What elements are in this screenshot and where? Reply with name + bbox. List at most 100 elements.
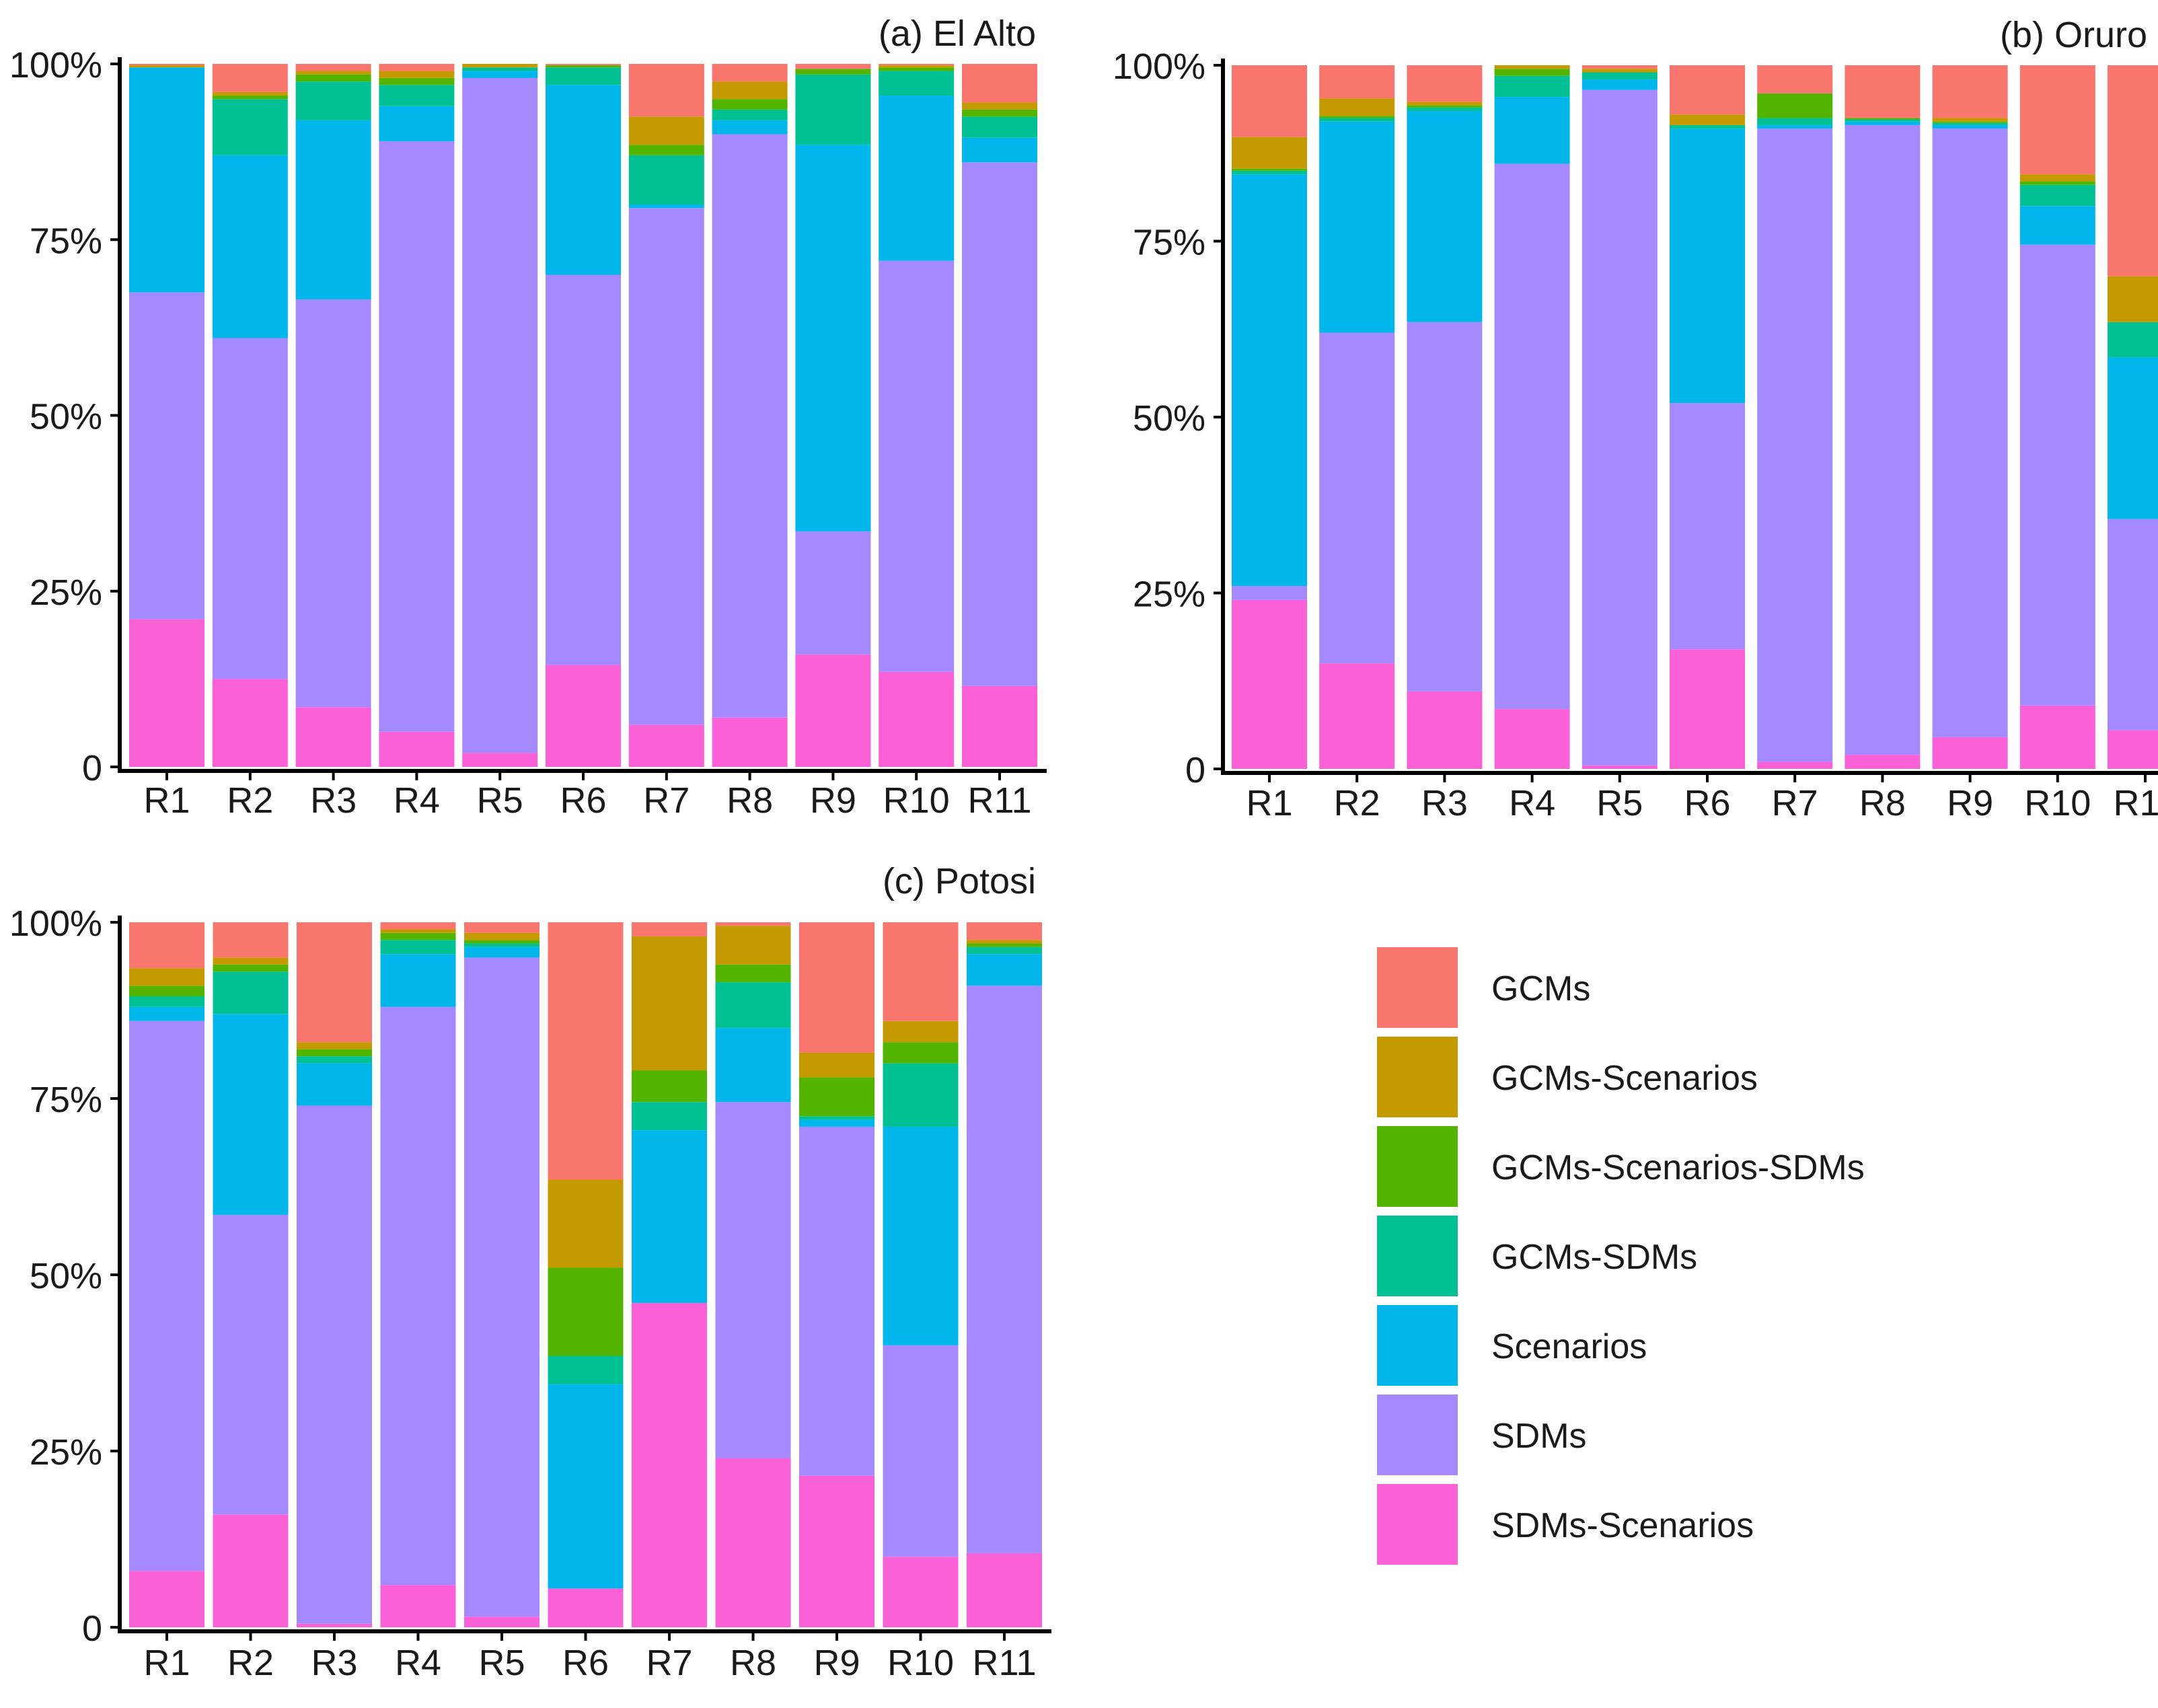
bar-segment-gcms-scenarios-sdms [213, 964, 289, 972]
bar-segment-scenarios [213, 1014, 289, 1215]
bar-r1 [129, 922, 204, 1627]
bar-segment-gcms-scenarios-sdms [1494, 69, 1570, 76]
bar-segment-sdms [380, 1006, 456, 1586]
bar-segment-gcms-sdms [129, 996, 204, 1007]
bar-segment-gcms-scenarios-sdms [1319, 116, 1395, 118]
bar-segment-gcms-sdms [2108, 322, 2158, 358]
bar-segment-sdms-scenarios [632, 1302, 707, 1627]
y-tick-label: 75% [30, 221, 102, 261]
bar-segment-gcms-sdms [297, 1056, 372, 1064]
bar-segment-sdms-scenarios [464, 1617, 540, 1627]
x-tick-label: R1 [143, 780, 190, 821]
bar-r2 [213, 922, 289, 1627]
bar-segment-scenarios [212, 155, 288, 338]
bar-segment-gcms [2019, 65, 2095, 175]
bar-segment-scenarios [795, 145, 871, 531]
legend-item-gcms: GCMs [1377, 947, 1590, 1028]
bar-segment-scenarios [462, 71, 538, 78]
bar-segment-gcms-scenarios-sdms [962, 109, 1037, 117]
bar-segment-gcms-sdms [962, 116, 1037, 138]
bar-segment-gcms-scenarios [883, 1020, 959, 1043]
bar-segment-sdms [1670, 403, 1745, 650]
bar-segment-gcms-scenarios-sdms [883, 1042, 959, 1064]
bar-segment-sdms-scenarios [1319, 663, 1395, 769]
legend: GCMs GCMs-Scenarios GCMs-Scenarios-SDMs GCM… [1377, 947, 1865, 1565]
bar-segment-sdms-scenarios [883, 1557, 959, 1627]
bar-segment-scenarios [1582, 79, 1658, 90]
bar-segment-sdms-scenarios [2108, 730, 2158, 769]
panel-oruro: 0 25% 50% 75% 100% R1 R2 R3 R4 R5 R6 R7 R8 R9 R10 R11 (b… [1113, 15, 2158, 823]
legend-swatch [1377, 947, 1458, 1028]
bar-segment-scenarios [2108, 357, 2158, 519]
bar-segment-sdms [967, 986, 1042, 1553]
bar-segment-sdms [1407, 322, 1483, 692]
x-tick-label: R10 [883, 780, 950, 821]
bar-segment-sdms-scenarios [1845, 755, 1921, 769]
bar-segment-gcms-scenarios [212, 91, 288, 96]
bar-segment-gcms [129, 922, 204, 969]
bar-segment-sdms [628, 208, 704, 725]
bar-segment-gcms [1582, 65, 1658, 69]
bar-segment-gcms-scenarios-sdms [795, 69, 871, 75]
legend-item-sdms: SDMs [1377, 1395, 1587, 1475]
x-tick-label: R1 [143, 1643, 190, 1683]
bar-r8 [1845, 65, 1921, 769]
x-tick-label: R5 [1596, 783, 1643, 823]
x-tick-label: R8 [727, 780, 773, 821]
bar-segment-gcms-scenarios-sdms [546, 65, 621, 68]
bar-segment-sdms [546, 274, 621, 665]
bar-segment-gcms-scenarios-sdms [548, 1267, 624, 1356]
bar-segment-gcms-scenarios-sdms [212, 96, 288, 100]
bar-segment-scenarios [1757, 124, 1833, 129]
bar-segment-gcms [715, 922, 791, 926]
bar-segment-gcms-sdms [464, 943, 540, 947]
bar-segment-gcms-scenarios-sdms [1407, 105, 1483, 108]
legend-item-gcms-sdms: GCMs-SDMs [1377, 1216, 1697, 1296]
bar-segment-sdms-scenarios [795, 654, 871, 767]
bar-segment-sdms [1494, 163, 1570, 710]
bar-segment-sdms [879, 260, 955, 672]
bar-segment-scenarios [2019, 206, 2095, 245]
x-tick-label: R7 [643, 780, 690, 821]
bar-segment-sdms-scenarios [379, 731, 455, 767]
bar-segment-sdms [883, 1345, 959, 1557]
bar-segment-scenarios [1232, 174, 1307, 587]
x-tick-label: R5 [477, 780, 523, 821]
panel-el-alto: 0 25% 50% 75% 100% R1 R2 R3 R4 R5 R6 R7 R8 R9 R10 R11 (a… [9, 13, 1047, 821]
x-tick-label: R3 [311, 1643, 357, 1683]
x-tick-label: R7 [646, 1643, 692, 1683]
bar-segment-gcms-scenarios-sdms [712, 99, 788, 110]
bar-segment-gcms-scenarios-sdms [379, 77, 455, 85]
y-tick-label: 75% [1133, 223, 1205, 263]
bar-segment-gcms-scenarios [1319, 98, 1395, 116]
bar-segment-sdms-scenarios [879, 671, 955, 767]
bar-segment-scenarios [379, 106, 455, 141]
bar-segment-gcms [1319, 65, 1395, 99]
bar-segment-gcms [883, 922, 959, 1021]
bar-segment-gcms [2108, 65, 2158, 276]
bar-segment-gcms [379, 64, 455, 71]
x-tick-label: R7 [1772, 783, 1818, 823]
y-tick-label: 0 [82, 1608, 102, 1649]
bar-segment-gcms [799, 922, 875, 1053]
bar-segment-scenarios [1319, 121, 1395, 333]
bar-segment-sdms-scenarios [628, 725, 704, 767]
bar-segment-gcms-scenarios-sdms [295, 74, 371, 82]
bar-segment-gcms-scenarios-sdms [1845, 118, 1921, 120]
bar-r5 [464, 922, 540, 1627]
y-tick-label: 0 [82, 748, 102, 788]
bar-segment-gcms [1845, 65, 1921, 118]
bar-r6 [548, 922, 624, 1627]
bar-segment-sdms [129, 1020, 204, 1571]
bar-segment-gcms-scenarios [213, 957, 289, 965]
bar-segment-sdms-scenarios [213, 1514, 289, 1627]
panel-title: (b) Oruro [2000, 15, 2147, 55]
bar-segment-gcms-sdms [548, 1356, 624, 1384]
bar-segment-sdms-scenarios [548, 1588, 624, 1627]
bar-segment-gcms-scenarios [548, 1179, 624, 1268]
bar-segment-gcms-scenarios [380, 929, 456, 933]
bar-segment-sdms [295, 299, 371, 708]
bar-segment-gcms-scenarios [2108, 276, 2158, 322]
y-tick-label: 25% [30, 572, 102, 613]
bar-segment-gcms-scenarios-sdms [967, 943, 1042, 947]
